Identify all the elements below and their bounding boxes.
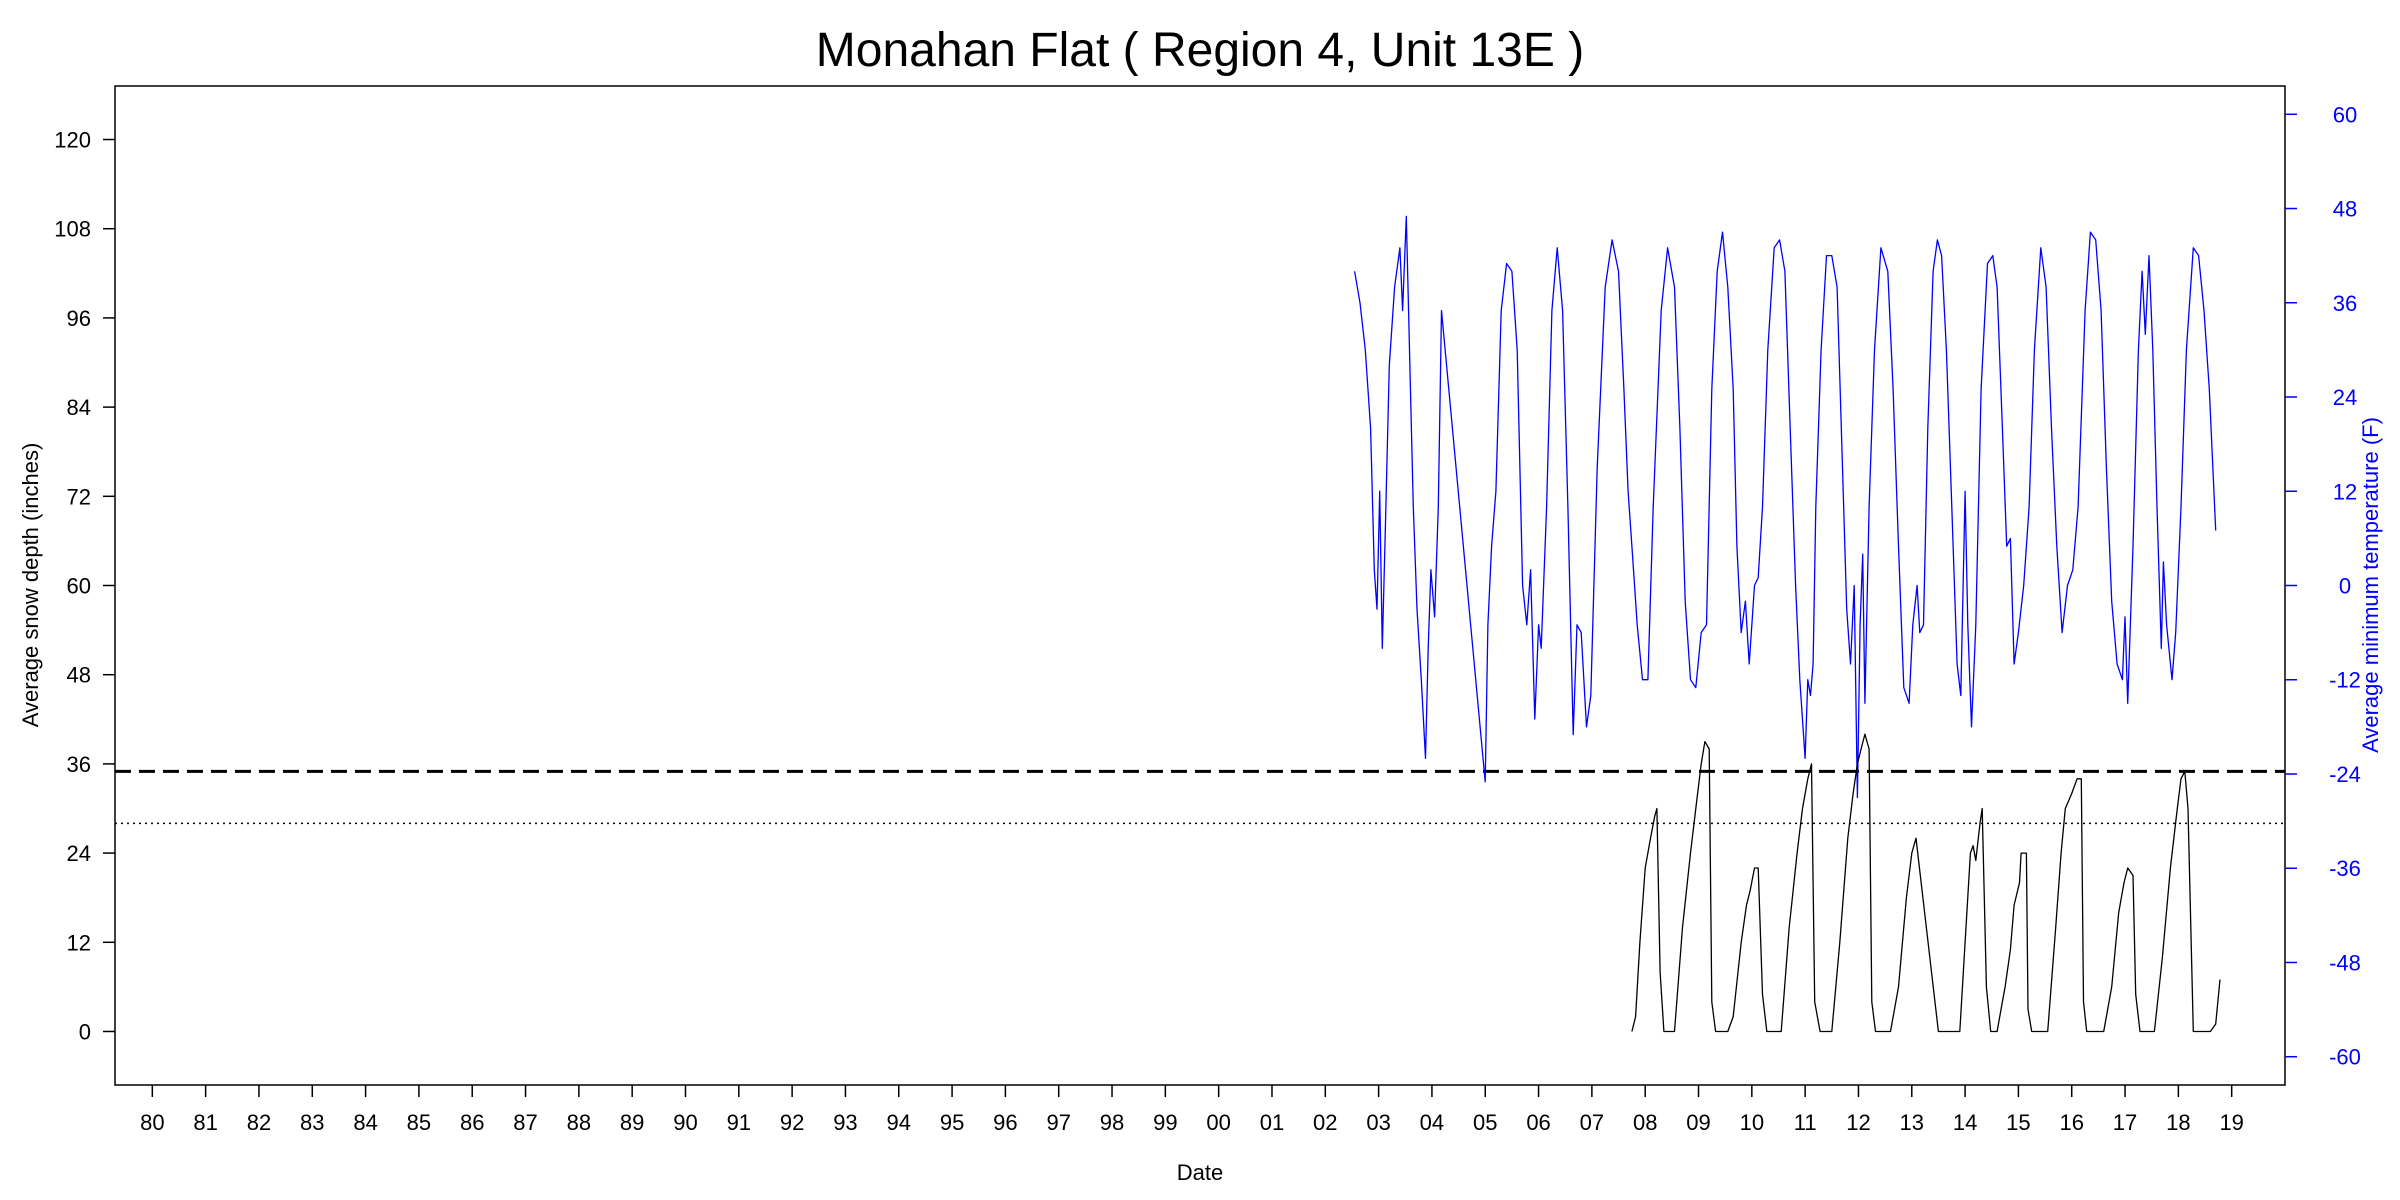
plot-area: 01224364860728496108120-60-48-36-24-1201… — [54, 85, 2361, 1135]
x-tick-label: 18 — [2166, 1110, 2190, 1135]
plot-frame — [114, 85, 2286, 1086]
y-right-tick-label: -48 — [2329, 950, 2361, 975]
x-tick-label: 99 — [1153, 1110, 1177, 1135]
x-axis-title: Date — [1177, 1160, 1223, 1185]
x-tick-label: 84 — [353, 1110, 377, 1135]
y-right-tick-label: -60 — [2329, 1045, 2361, 1070]
y-right-tick-label: -24 — [2329, 762, 2361, 787]
y-right-tick-label: 36 — [2333, 291, 2357, 316]
y-axis-right-title: Average minimum temperature (F) — [2358, 417, 2383, 753]
x-tick-label: 00 — [1206, 1110, 1230, 1135]
x-tick-label: 13 — [1900, 1110, 1924, 1135]
y-left-tick-label: 72 — [67, 484, 91, 509]
y-right-tick-label: -36 — [2329, 856, 2361, 881]
y-left-tick-label: 36 — [67, 752, 91, 777]
y-left-tick-label: 60 — [67, 574, 91, 599]
x-tick-label: 86 — [460, 1110, 484, 1135]
x-tick-label: 92 — [780, 1110, 804, 1135]
x-tick-label: 04 — [1420, 1110, 1444, 1135]
x-tick-label: 80 — [140, 1110, 164, 1135]
x-tick-label: 06 — [1526, 1110, 1550, 1135]
x-tick-label: 17 — [2113, 1110, 2137, 1135]
chart-title: Monahan Flat ( Region 4, Unit 13E ) — [816, 24, 1584, 77]
y-left-tick-label: 0 — [79, 1019, 91, 1044]
x-tick-label: 12 — [1846, 1110, 1870, 1135]
x-tick-label: 08 — [1633, 1110, 1657, 1135]
y-left-tick-label: 48 — [67, 663, 91, 688]
x-tick-label: 01 — [1260, 1110, 1284, 1135]
min-temperature-line — [1353, 215, 2217, 799]
x-tick-label: 89 — [620, 1110, 644, 1135]
x-tick-label: 11 — [1794, 1110, 1817, 1135]
y-axis-left-title: Average snow depth (inches) — [18, 443, 43, 728]
y-right-tick-label: 12 — [2333, 479, 2357, 504]
x-tick-label: 10 — [1740, 1110, 1764, 1135]
y-right-tick-label: 24 — [2333, 385, 2357, 410]
x-tick-label: 91 — [727, 1110, 751, 1135]
x-tick-label: 15 — [2006, 1110, 2030, 1135]
x-tick-label: 82 — [247, 1110, 271, 1135]
x-tick-label: 98 — [1100, 1110, 1124, 1135]
x-tick-label: 03 — [1366, 1110, 1390, 1135]
x-tick-label: 05 — [1473, 1110, 1497, 1135]
y-left-tick-label: 12 — [67, 930, 91, 955]
y-right-tick-label: 48 — [2333, 197, 2357, 222]
x-tick-label: 90 — [673, 1110, 697, 1135]
x-tick-label: 88 — [567, 1110, 591, 1135]
x-tick-label: 81 — [193, 1110, 217, 1135]
snow-depth-line — [1631, 733, 2221, 1033]
x-tick-label: 02 — [1313, 1110, 1337, 1135]
x-tick-label: 16 — [2059, 1110, 2083, 1135]
y-left-tick-label: 120 — [54, 128, 91, 153]
y-right-tick-label: 0 — [2339, 574, 2351, 599]
x-tick-label: 19 — [2219, 1110, 2243, 1135]
y-right-tick-label: -12 — [2329, 668, 2361, 693]
x-tick-label: 97 — [1046, 1110, 1070, 1135]
x-tick-label: 83 — [300, 1110, 324, 1135]
x-tick-label: 14 — [1953, 1110, 1977, 1135]
x-tick-label: 85 — [407, 1110, 431, 1135]
x-tick-label: 96 — [993, 1110, 1017, 1135]
y-left-tick-label: 96 — [67, 306, 91, 331]
y-left-tick-label: 24 — [67, 841, 91, 866]
x-tick-label: 93 — [833, 1110, 857, 1135]
x-tick-label: 09 — [1686, 1110, 1710, 1135]
x-tick-label: 95 — [940, 1110, 964, 1135]
x-tick-label: 87 — [513, 1110, 537, 1135]
x-tick-label: 07 — [1580, 1110, 1604, 1135]
y-right-tick-label: 60 — [2333, 102, 2357, 127]
x-tick-label: 94 — [887, 1110, 911, 1135]
y-left-tick-label: 108 — [54, 217, 91, 242]
y-left-tick-label: 84 — [67, 395, 91, 420]
